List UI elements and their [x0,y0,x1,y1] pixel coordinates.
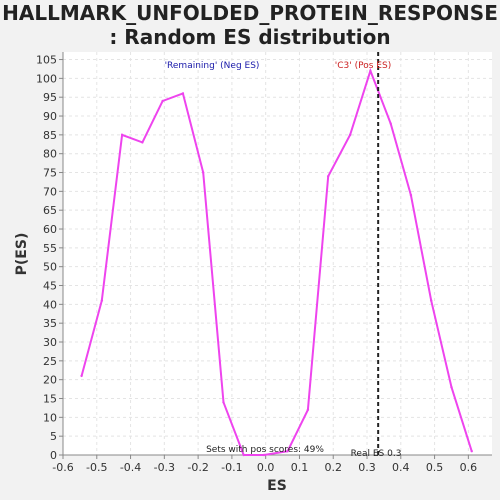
y-tick-label: 15 [43,393,57,406]
series-point [222,401,225,404]
series-point [242,453,245,457]
x-tick-label: 0.0 [257,461,275,474]
y-tick-label: 90 [43,110,57,123]
y-tick-label: 85 [43,129,57,142]
x-axis-ticks: -0.6 -0.5 -0.4 -0.3 -0.2 -0.1 0.0 0.1 0.2 0.3 0.4 0… [52,455,477,474]
y-tick-label: 75 [43,167,57,180]
series-line [80,67,473,456]
y-tick-label: 95 [43,91,57,104]
y-tick-label: 65 [43,204,57,217]
y-tick-label: 35 [43,317,57,330]
y-tick-label: 25 [43,355,57,368]
x-tick-label: 0.1 [291,461,309,474]
y-tick-label: 40 [43,298,57,311]
series-point [450,386,453,389]
grid-lines [62,52,492,456]
y-tick-label: 0 [50,449,57,462]
y-tick-label: 100 [36,72,57,85]
chart-title-line-1: HALLMARK_UNFOLDED_PROTEIN_RESPONSE [2,1,498,25]
y-tick-label: 70 [43,185,57,198]
series-point [470,450,473,453]
y-tick-label: 80 [43,148,57,161]
x-tick-label: 0.2 [324,461,342,474]
x-tick-label: -0.5 [86,461,107,474]
pos-scores-label: Sets with pos scores: 49% [206,445,324,455]
y-tick-label: 50 [43,261,57,274]
series-point [369,69,372,73]
x-tick-label: -0.4 [120,461,141,474]
x-tick-label: 0.4 [392,461,410,474]
pos-es-label: 'C3' (Pos ES) [335,61,391,71]
series-point [262,453,266,457]
series-point [286,450,289,453]
x-tick-label: -0.1 [221,461,242,474]
x-tick-label: 0.3 [358,461,376,474]
plot-area [63,52,492,455]
y-tick-label: 60 [43,223,57,236]
neg-es-label: 'Remaining' (Neg ES) [165,61,260,71]
series-point [201,171,205,174]
x-tick-label: 0.6 [460,461,478,474]
series-points [80,69,473,457]
series-point [80,374,83,378]
series-point [348,133,352,137]
y-tick-label: 45 [43,280,57,293]
x-tick-label: -0.6 [52,461,73,474]
x-tick-label: -0.3 [154,461,175,474]
series-point [100,299,104,302]
series-point [161,99,164,103]
y-tick-label: 10 [43,411,57,424]
series-point [326,175,330,178]
series-point [306,408,310,412]
series-point [181,92,185,95]
y-tick-label: 55 [43,242,57,255]
y-tick-label: 30 [43,336,57,349]
x-tick-label: -0.2 [187,461,208,474]
x-tick-label: 0.5 [426,461,444,474]
real-es-label: Real ES 0.3 [351,449,402,459]
chart-title-line-2: : Random ES distribution [109,25,390,49]
series-point [409,193,413,197]
y-tick-label: 105 [36,54,57,67]
series-point [389,122,392,125]
y-tick-label: 5 [50,430,57,443]
series-point [141,141,144,144]
series-point [429,299,433,302]
y-axis-ticks: 0 5 10 15 20 25 30 35 40 45 50 55 60 65 70 75 80 85 90 95 10… [36,54,63,462]
series-point [120,133,124,137]
y-tick-label: 20 [43,374,57,387]
x-axis-label: ES [267,478,287,494]
y-axis-label: P(ES) [14,233,30,276]
